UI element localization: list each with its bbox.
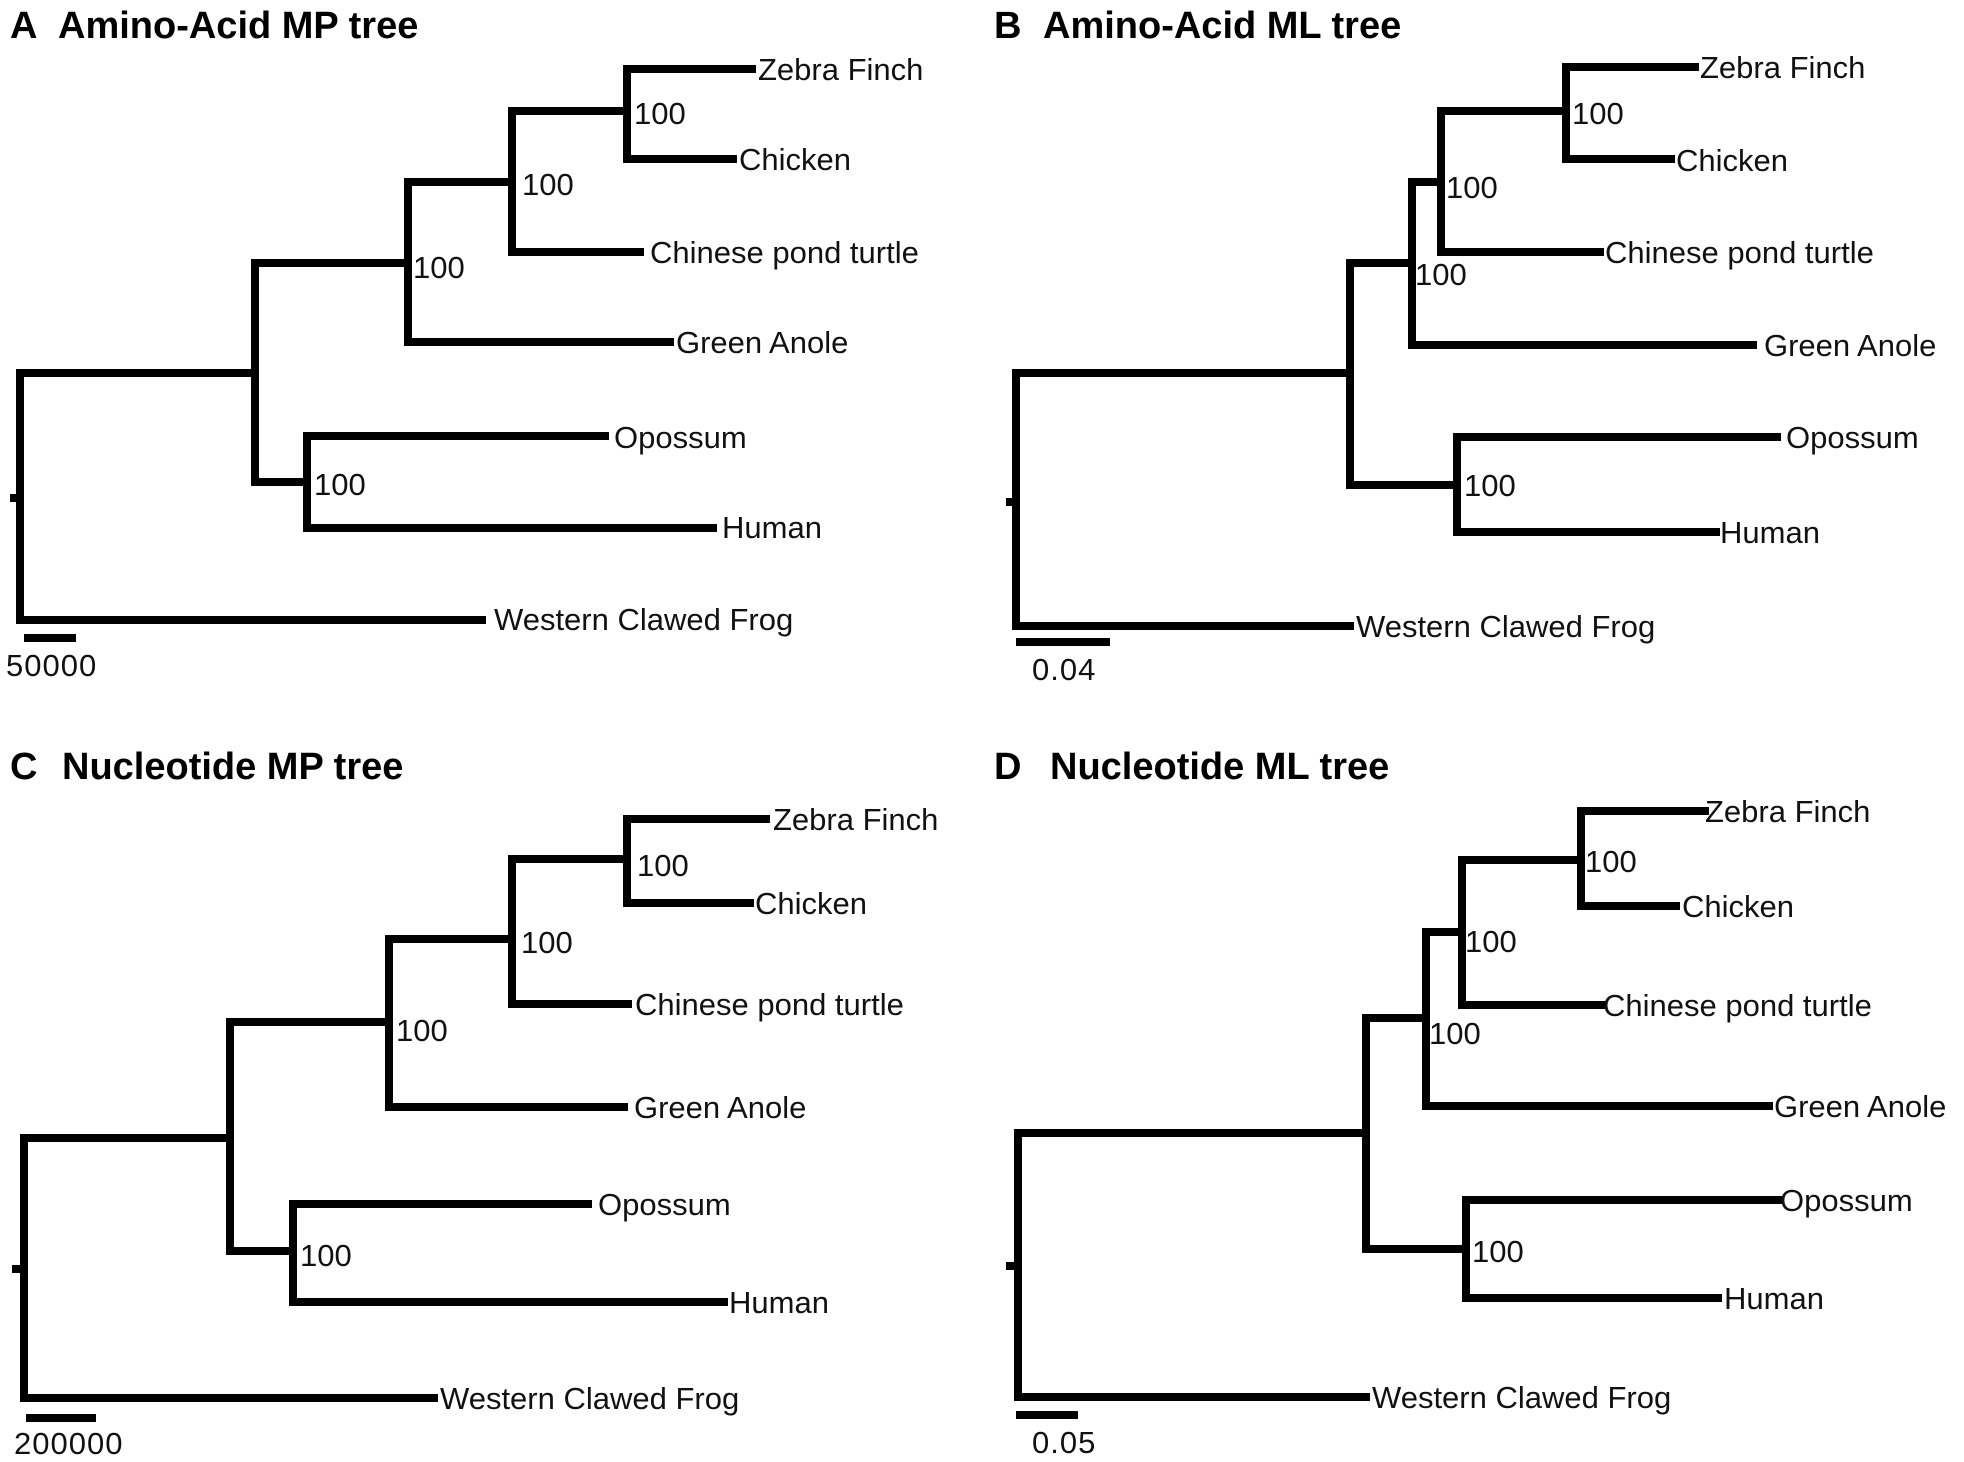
taxon-label: Chinese pond turtle [1605,235,1874,270]
panel-b-title: Amino-Acid ML tree [1043,5,1401,47]
panel-a-branches [10,65,756,624]
taxon-label: Human [722,510,822,545]
taxon-label: Green Anole [676,325,848,360]
bootstrap-value: 100 [1465,924,1517,959]
taxon-label: Opossum [1786,420,1919,455]
bootstrap-value: 100 [1464,468,1516,503]
bootstrap-value: 100 [1472,1234,1524,1269]
scale-bar-label: 0.04 [1032,652,1096,687]
taxon-label: Opossum [614,420,747,455]
panel-d-branches [1006,807,1784,1401]
panel-c-supports: 100 100 100 100 [300,848,689,1273]
scale-bar-label: 200000 [14,1426,123,1461]
panel-d-supports: 100 100 100 100 [1429,844,1637,1269]
taxon-label: Chinese pond turtle [635,987,904,1022]
bootstrap-value: 100 [1585,844,1637,879]
panel-d-title: Nucleotide ML tree [1050,746,1389,788]
taxon-label: Western Clawed Frog [494,602,793,637]
bootstrap-value: 100 [1415,257,1467,292]
bootstrap-value: 100 [634,96,686,131]
panel-c-taxa: Zebra Finch Chicken Chinese pond turtle … [440,802,938,1416]
panel-a: A Amino-Acid MP tree Zebra Finch C [6,5,923,683]
taxon-label: Opossum [1780,1183,1913,1218]
panel-c-letter: C [10,746,37,788]
taxon-label: Chicken [1676,143,1788,178]
panel-a-title: Amino-Acid MP tree [58,5,418,47]
taxon-label: Western Clawed Frog [440,1381,739,1416]
taxon-label: Chicken [739,142,851,177]
taxon-label: Zebra Finch [773,802,938,837]
panel-b-letter: B [994,5,1021,47]
panel-c-branches [12,815,770,1402]
scale-bar-label: 50000 [6,648,97,683]
taxon-label: Human [1724,1281,1824,1316]
taxon-label: Western Clawed Frog [1356,609,1655,644]
taxon-label: Chinese pond turtle [650,235,919,270]
taxon-label: Human [729,1285,829,1320]
bootstrap-value: 100 [1446,170,1498,205]
taxon-label: Zebra Finch [1705,794,1870,829]
taxon-label: Human [1720,515,1820,550]
panel-c-title: Nucleotide MP tree [62,746,403,788]
taxon-label: Zebra Finch [758,52,923,87]
panel-b-supports: 100 100 100 100 [1415,96,1624,503]
taxon-label: Green Anole [1764,328,1936,363]
panel-b-taxa: Zebra Finch Chicken Chinese pond turtle … [1356,50,1936,644]
panel-d: D Nucleotide ML tree Zebra Finch C [994,746,1946,1460]
taxon-label: Opossum [598,1187,731,1222]
bootstrap-value: 100 [300,1238,352,1273]
taxon-label: Green Anole [1774,1089,1946,1124]
panel-d-letter: D [994,746,1021,788]
taxon-label: Chinese pond turtle [1603,988,1872,1023]
bootstrap-value: 100 [314,467,366,502]
taxon-label: Zebra Finch [1700,50,1865,85]
scale-bar-label: 0.05 [1032,1425,1096,1460]
bootstrap-value: 100 [396,1013,448,1048]
panel-a-letter: A [10,5,37,47]
panel-c: C Nucleotide MP tree Zebra Finch C [10,746,938,1461]
bootstrap-value: 100 [637,848,689,883]
panel-a-supports: 100 100 100 100 [314,96,686,502]
panel-d-taxa: Zebra Finch Chicken Chinese pond turtle … [1372,794,1946,1415]
taxon-label: Western Clawed Frog [1372,1380,1671,1415]
taxon-label: Green Anole [634,1090,806,1125]
panel-a-taxa: Zebra Finch Chicken Chinese pond turtle … [494,52,923,637]
taxon-label: Chicken [1682,889,1794,924]
bootstrap-value: 100 [1429,1016,1481,1051]
bootstrap-value: 100 [413,250,465,285]
taxon-label: Chicken [755,886,867,921]
bootstrap-value: 100 [521,925,573,960]
bootstrap-value: 100 [1572,96,1624,131]
panel-b: B Amino-Acid ML tree Zebra Finch C [994,5,1936,687]
bootstrap-value: 100 [522,167,574,202]
panel-b-branches [1006,63,1781,630]
